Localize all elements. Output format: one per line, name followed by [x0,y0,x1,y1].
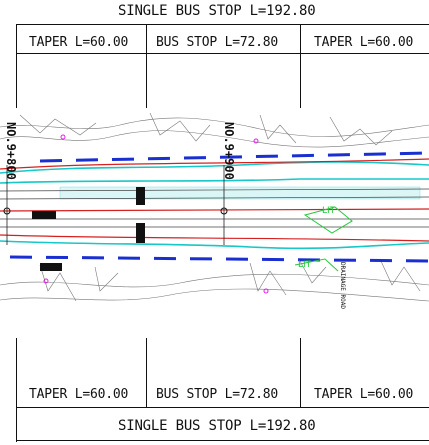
bottom-overall-label: SINGLE BUS STOP L=192.80 [118,418,316,434]
top-left-extension [16,24,17,108]
top-segment-taper-2: TAPER L=60.00 [314,35,414,50]
top-segment-line [16,53,429,54]
survey-contours [0,112,429,302]
blue-lane-markings [9,151,429,263]
bottom-divider-1 [146,338,147,408]
bottom-segment-line [16,407,429,408]
road-plan-drawing: LIT LIT [0,112,429,302]
station-lines [6,165,225,245]
bottom-segment-taper-1: TAPER L=60.00 [29,387,129,402]
green-annotations [294,206,353,272]
top-divider-1 [146,24,147,108]
cyan-road-edges [0,161,429,250]
top-overall-label: SINGLE BUS STOP L=192.80 [118,3,316,19]
lane-lines [0,188,429,228]
station-label-2: NO.9+900 [222,122,236,180]
station-label-1: NO.9+800 [4,122,18,180]
green-label-1: LIT [322,206,336,216]
side-road-label: DRAINAGE ROAD [339,262,346,309]
top-segment-taper-1: TAPER L=60.00 [29,35,129,50]
station-marker-2 [220,207,228,215]
top-dimension-line [16,24,429,25]
top-segment-bus-stop: BUS STOP L=72.80 [156,35,279,50]
bottom-dimension-line [16,440,429,441]
bottom-left-extension [16,338,17,442]
green-label-2: LIT [298,260,312,270]
bottom-divider-2 [300,338,301,408]
magenta-points [43,134,269,294]
station-marker-1 [3,207,11,215]
bus-shelters [32,187,145,271]
top-divider-2 [300,24,301,108]
red-road-lines [0,158,429,242]
bottom-segment-bus-stop: BUS STOP L=72.80 [156,387,279,402]
bottom-segment-taper-2: TAPER L=60.00 [314,387,414,402]
